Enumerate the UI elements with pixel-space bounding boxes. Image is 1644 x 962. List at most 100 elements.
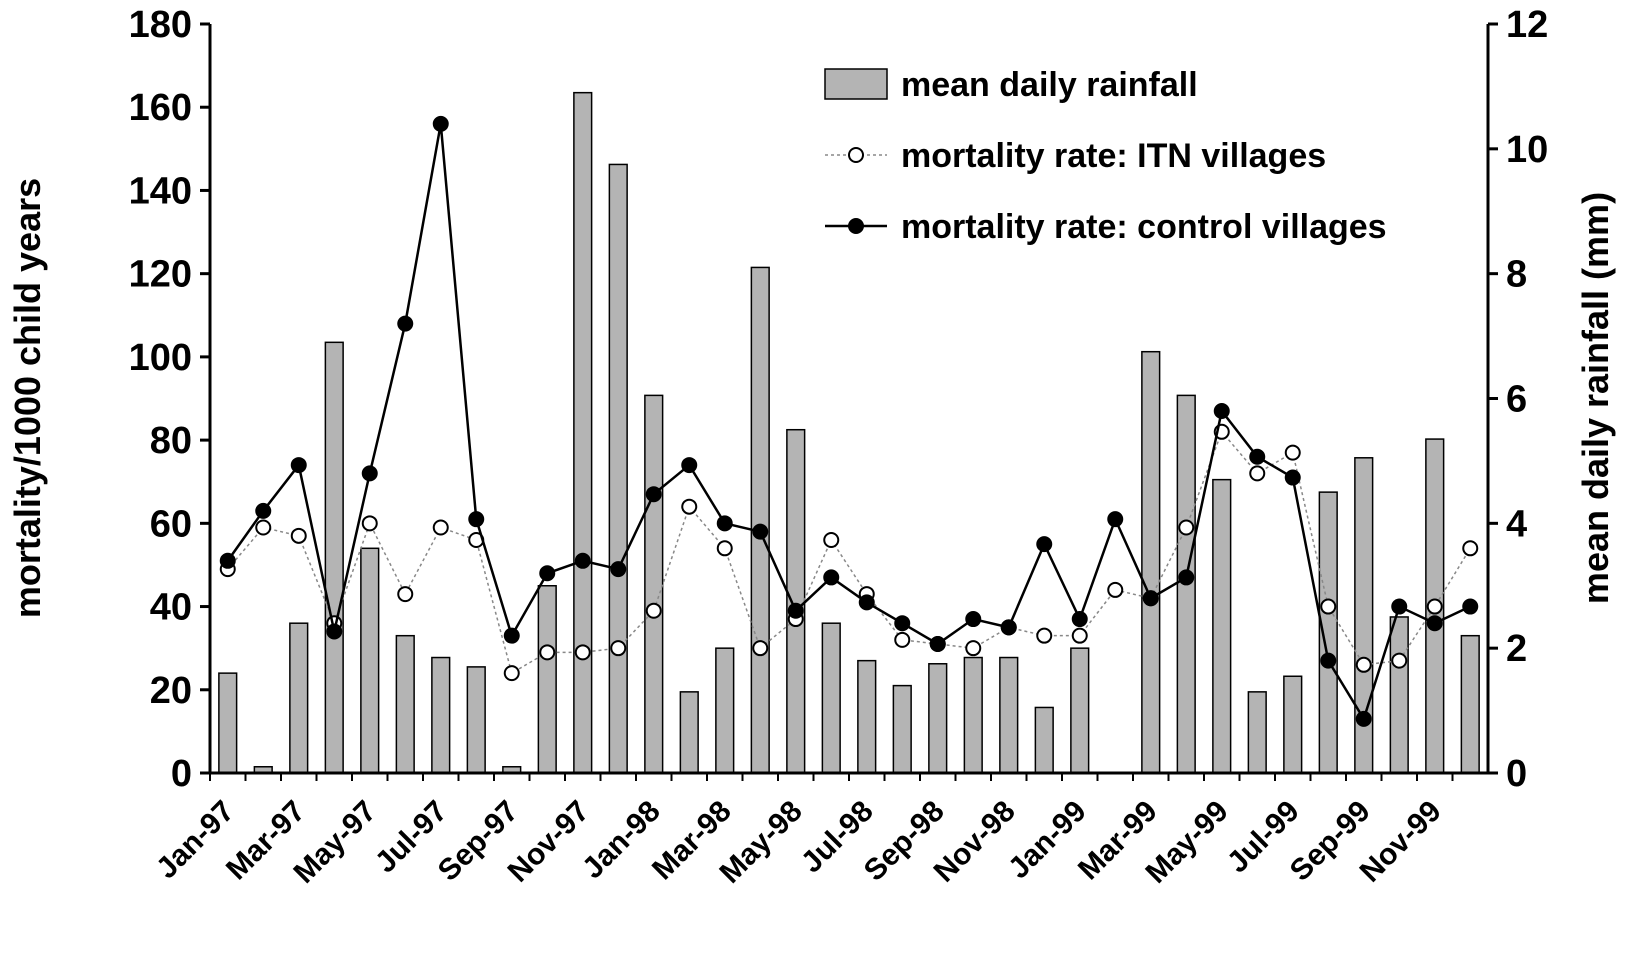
y-tick-label: 160 <box>129 87 192 129</box>
x-tick-label: Jan-97 <box>150 795 241 886</box>
marker <box>539 644 556 661</box>
marker <box>752 523 769 540</box>
marker <box>1071 627 1088 644</box>
y2-tick-label: 10 <box>1506 129 1548 171</box>
marker <box>1391 652 1408 669</box>
marker <box>1355 710 1372 727</box>
marker <box>326 623 343 640</box>
marker <box>1107 511 1124 528</box>
bar <box>821 622 841 774</box>
x-tick-label: Jan-99 <box>1002 795 1093 886</box>
y2-tick-label: 8 <box>1506 254 1527 296</box>
bar <box>1034 706 1054 774</box>
legend-swatch <box>824 68 888 100</box>
bar <box>431 656 451 774</box>
y-tick-label: 40 <box>150 587 192 629</box>
y2-axis-label: mean daily rainfall (mm) <box>1575 192 1616 604</box>
x-tick-label: Nov-98 <box>928 795 1022 889</box>
y2-tick-label: 12 <box>1506 4 1548 46</box>
marker <box>1462 598 1479 615</box>
y-tick-label: 0 <box>171 753 192 795</box>
marker <box>255 519 272 536</box>
marker <box>290 457 307 474</box>
marker <box>397 315 414 332</box>
marker <box>219 552 236 569</box>
marker <box>823 531 840 548</box>
bar <box>324 341 344 774</box>
marker <box>1142 590 1159 607</box>
marker <box>255 502 272 519</box>
marker <box>1000 619 1017 636</box>
y-axis-label: mortality/1000 child years <box>7 178 48 618</box>
marker <box>716 540 733 557</box>
marker <box>1178 569 1195 586</box>
marker <box>1178 519 1195 536</box>
y-tick-label: 180 <box>129 4 192 46</box>
marker <box>1213 402 1230 419</box>
marker <box>787 602 804 619</box>
marker <box>965 640 982 657</box>
marker <box>1284 444 1301 461</box>
legend-label: mortality rate: control villages <box>901 208 1387 246</box>
marker <box>823 569 840 586</box>
marker <box>1249 448 1266 465</box>
marker <box>894 615 911 632</box>
marker <box>1355 656 1372 673</box>
marker <box>1071 611 1088 628</box>
marker <box>681 498 698 515</box>
legend-label: mortality rate: ITN villages <box>901 137 1326 175</box>
marker <box>361 465 378 482</box>
bar <box>360 547 380 774</box>
legend-marker <box>848 218 864 234</box>
marker <box>432 519 449 536</box>
marker <box>610 640 627 657</box>
y2-tick-label: 6 <box>1506 379 1527 421</box>
x-tick-label: Jan-98 <box>576 795 667 886</box>
bar <box>1212 478 1232 774</box>
bar <box>1141 350 1161 774</box>
line <box>227 430 1471 675</box>
marker <box>645 486 662 503</box>
marker <box>503 627 520 644</box>
bar <box>1070 647 1090 774</box>
marker <box>1107 581 1124 598</box>
bar <box>218 672 238 774</box>
legend-marker <box>848 147 864 163</box>
bar <box>715 647 735 774</box>
y-tick-label: 140 <box>129 170 192 212</box>
bar <box>608 163 628 774</box>
bar <box>999 656 1019 774</box>
bar <box>537 585 557 774</box>
marker <box>1036 536 1053 553</box>
y-tick-label: 80 <box>150 420 192 462</box>
bar <box>679 691 699 774</box>
marker <box>929 636 946 653</box>
marker <box>645 602 662 619</box>
bar <box>928 663 948 774</box>
x-tick-label: Nov-99 <box>1354 795 1448 889</box>
marker <box>1426 615 1443 632</box>
marker <box>290 527 307 544</box>
bar <box>1389 616 1409 774</box>
bar <box>963 656 983 774</box>
marker <box>752 640 769 657</box>
bar <box>289 622 309 774</box>
bar <box>466 666 486 774</box>
marker <box>468 511 485 528</box>
marker <box>716 515 733 532</box>
marker <box>1426 598 1443 615</box>
marker <box>1320 652 1337 669</box>
bar <box>786 428 806 774</box>
marker <box>574 552 591 569</box>
bar <box>750 266 770 774</box>
y-tick-label: 20 <box>150 670 192 712</box>
marker <box>1462 540 1479 557</box>
bar <box>1283 675 1303 774</box>
bar <box>857 659 877 774</box>
y2-tick-label: 0 <box>1506 753 1527 795</box>
marker <box>1284 469 1301 486</box>
bar <box>644 394 664 774</box>
marker <box>574 644 591 661</box>
legend-label: mean daily rainfall <box>901 66 1198 104</box>
marker <box>1391 598 1408 615</box>
